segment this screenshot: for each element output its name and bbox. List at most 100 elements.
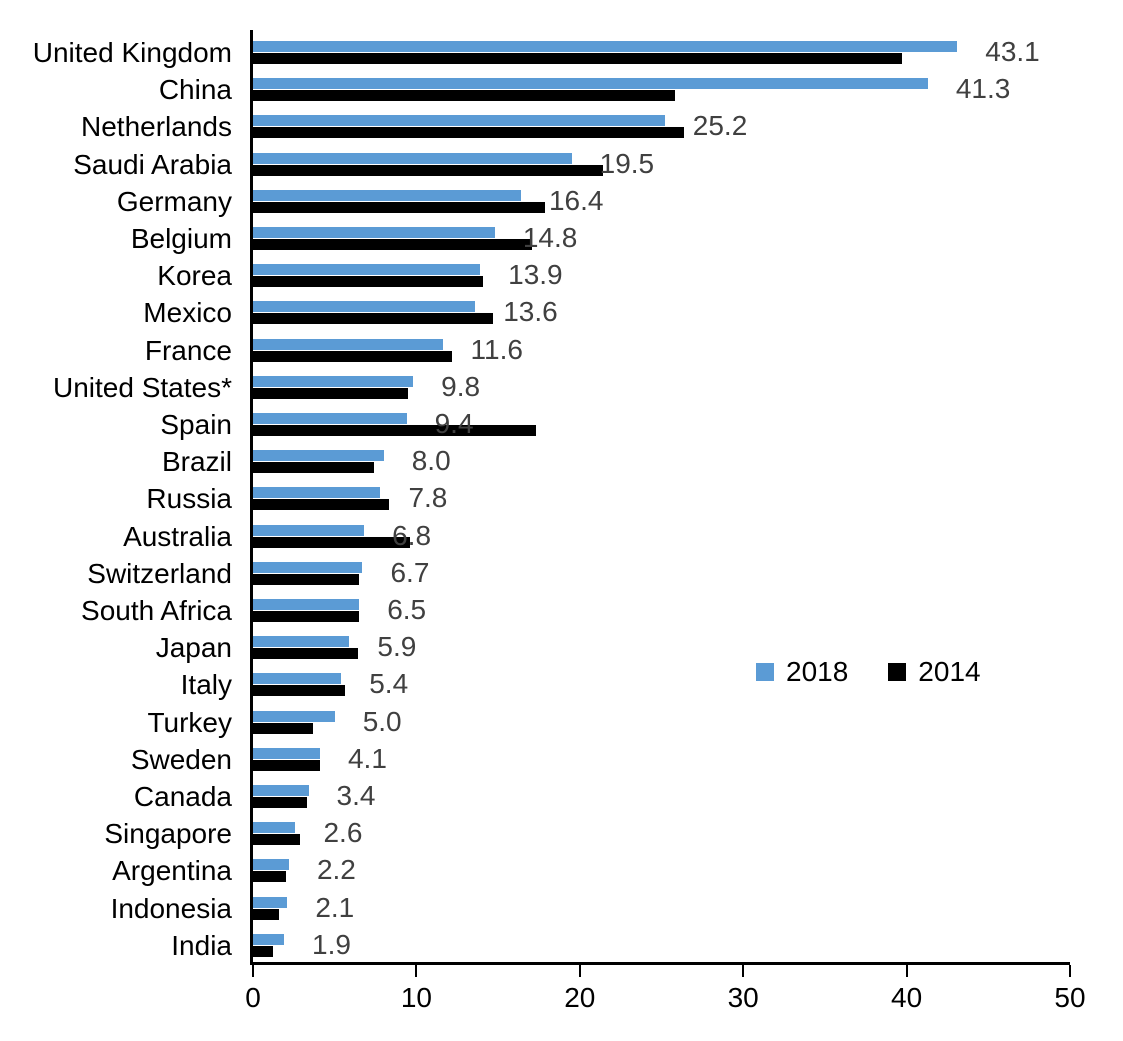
category-label: Belgium: [130, 223, 232, 254]
bar-2014: [253, 276, 484, 288]
legend-label-2014: 2014: [918, 656, 981, 687]
category-label: Turkey: [147, 706, 232, 738]
bar-2018: [253, 189, 521, 201]
bar-2014: [253, 239, 533, 250]
x-axis-tick: [742, 965, 745, 977]
bar-2014: [253, 350, 453, 362]
bar-2014: [253, 127, 685, 139]
value-label: 6.5: [387, 594, 427, 625]
value-label: 7.8: [408, 482, 448, 514]
bar-2018: [253, 338, 443, 350]
bar-2014: [253, 908, 280, 920]
value-label: 2.6: [323, 817, 363, 849]
value-label: 11.6: [470, 333, 523, 365]
category-label: Russia: [146, 483, 232, 515]
bar-2014: [253, 648, 358, 660]
category-label: Indonesia: [110, 892, 232, 924]
category-label: Canada: [133, 781, 232, 812]
category-label: Argentina: [112, 855, 232, 887]
value-label: 14.8: [522, 222, 578, 253]
bar-2014: [253, 462, 374, 474]
bar-2018: [253, 785, 309, 796]
bar-2018: [253, 524, 365, 536]
x-axis-tick-label: 0: [245, 982, 261, 1013]
category-label: Saudi Arabia: [73, 148, 232, 180]
value-label: 6.7: [390, 556, 430, 588]
bar-2014: [253, 611, 360, 622]
category-label: China: [158, 74, 232, 106]
bar-2018: [253, 710, 335, 722]
bar-2014: [253, 685, 345, 697]
bar-2014: [253, 797, 307, 808]
value-label: 13.6: [503, 296, 558, 328]
value-label: 43.1: [985, 36, 1040, 67]
value-label: 16.4: [548, 184, 604, 216]
bar-2018: [253, 41, 958, 52]
value-label: 9.8: [441, 370, 481, 402]
category-label: South Africa: [81, 595, 232, 626]
value-label: 41.3: [955, 73, 1011, 105]
value-label: 1.9: [312, 928, 351, 960]
bar-2014: [253, 536, 410, 548]
bar-2014: [253, 759, 320, 771]
bar-2014: [253, 722, 314, 734]
bar-2018: [253, 822, 296, 834]
bar-2018: [253, 152, 572, 164]
bar-2018: [253, 636, 350, 648]
bar-2018: [253, 599, 360, 610]
category-label: United Kingdom: [32, 37, 232, 68]
category-label: Singapore: [104, 818, 232, 850]
x-axis-tick: [415, 965, 418, 977]
value-label: 5.9: [377, 631, 417, 663]
bar-2018: [253, 375, 414, 387]
bar-2018: [253, 264, 481, 276]
value-label: 3.4: [336, 780, 376, 811]
category-label: Italy: [180, 669, 232, 701]
category-label: Netherlands: [81, 111, 232, 143]
bar-2014: [253, 53, 902, 64]
value-label: 5.4: [369, 668, 409, 700]
value-label: 6.8: [392, 519, 432, 551]
x-axis-tick-label: 40: [891, 982, 923, 1013]
bar-2018: [253, 227, 495, 238]
category-label: Switzerland: [87, 557, 232, 589]
bar-2018: [253, 487, 381, 499]
category-label: Australia: [123, 520, 232, 552]
bar-2014: [253, 201, 546, 213]
bar-2018: [253, 301, 476, 313]
x-axis-tick: [252, 965, 254, 977]
category-label: Brazil: [161, 446, 232, 478]
x-axis-tick: [578, 965, 581, 977]
bar-2018: [253, 859, 289, 871]
bar-2014: [253, 834, 301, 846]
legend: 2018 2014: [756, 656, 981, 687]
value-label: 5.0: [362, 705, 402, 737]
value-label: 19.5: [599, 147, 655, 179]
legend-swatch-2018: [756, 663, 774, 681]
category-label: United States*: [53, 371, 232, 403]
x-axis-tick-label: 30: [727, 982, 759, 1013]
bar-2018: [253, 933, 285, 945]
bar-2014: [253, 871, 286, 883]
value-label: 25.2: [692, 110, 748, 142]
legend-swatch-2014: [888, 663, 907, 681]
value-label: 9.4: [434, 408, 474, 439]
y-axis-line: [250, 30, 253, 965]
legend-label-2018: 2018: [786, 656, 849, 687]
bar-2018: [253, 561, 363, 573]
x-axis-tick-label: 20: [564, 982, 596, 1013]
value-label: 2.2: [316, 854, 356, 886]
bar-2018: [253, 78, 928, 90]
x-axis-tick-label: 10: [400, 982, 432, 1013]
category-label: India: [171, 929, 232, 961]
bar-2018: [253, 115, 665, 127]
bar-2014: [253, 164, 603, 176]
x-axis-line: [250, 962, 1070, 965]
bar-2018: [253, 673, 342, 685]
category-label: Japan: [155, 632, 232, 664]
bar-2014: [253, 90, 675, 102]
bar-2018: [253, 896, 288, 908]
category-label: France: [144, 334, 232, 366]
value-label: 8.0: [411, 445, 451, 477]
